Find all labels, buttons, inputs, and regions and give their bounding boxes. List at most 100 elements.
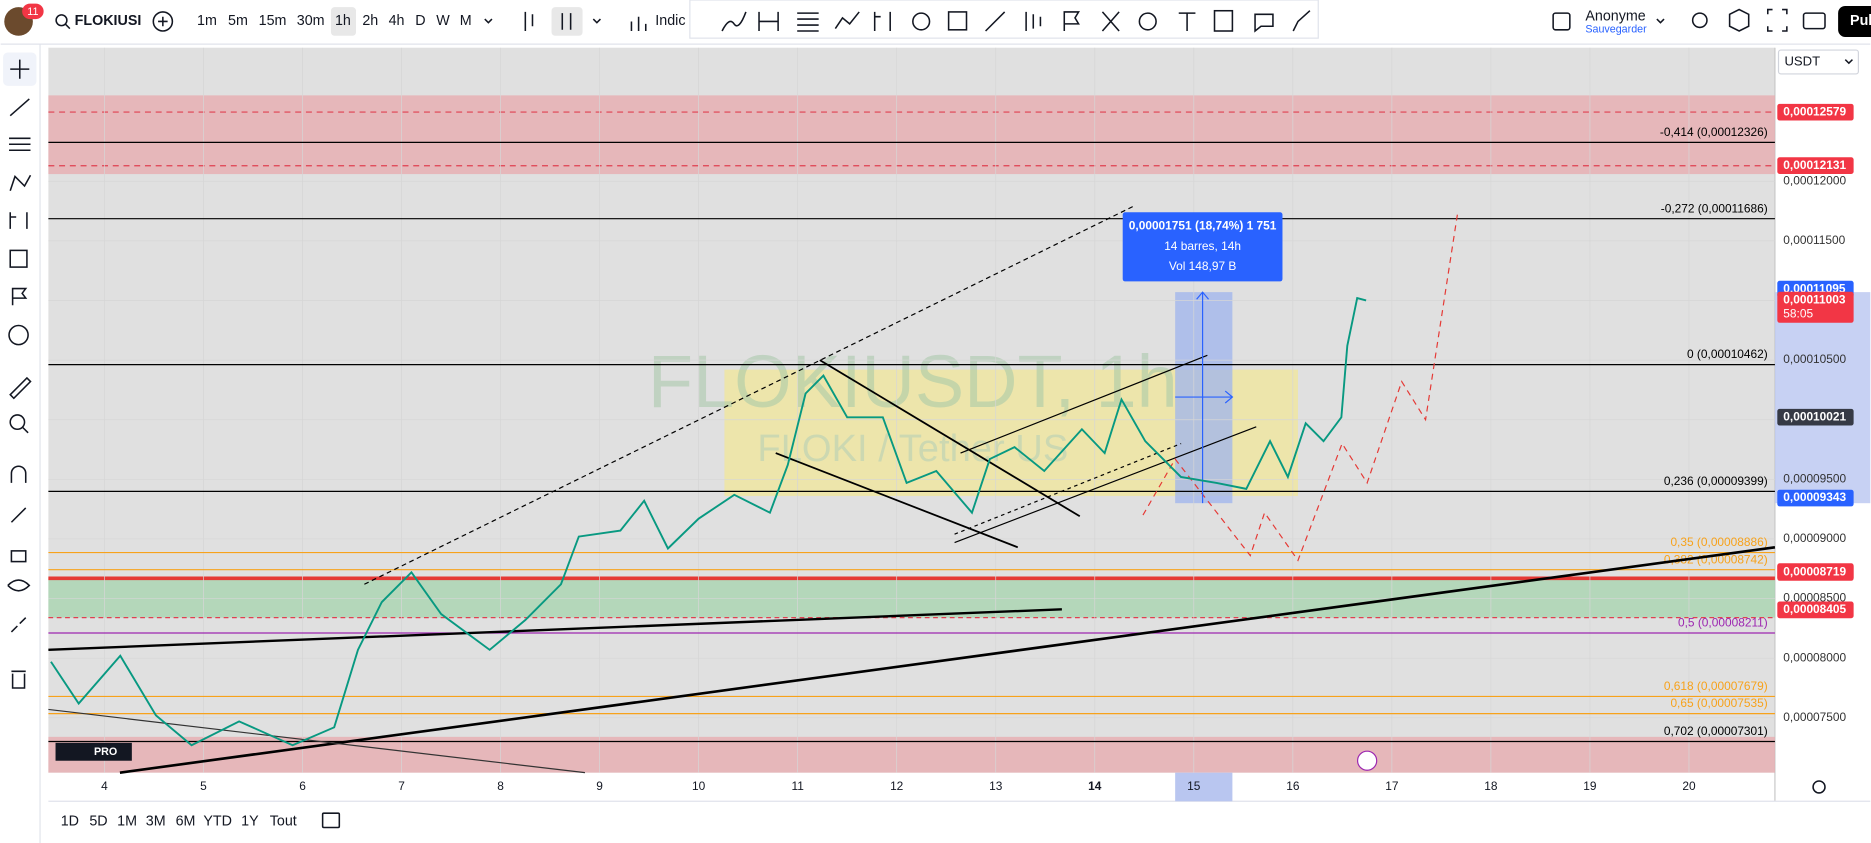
- range-button[interactable]: 6M: [176, 813, 196, 829]
- measure-time-range: [1175, 772, 1233, 802]
- fib-label: 0,382 (0,00008742): [1664, 552, 1768, 566]
- interval[interactable]: W: [436, 13, 450, 29]
- bar-style[interactable]: [524, 11, 534, 32]
- x-tick-label: 18: [1484, 779, 1498, 793]
- trend-line: [48, 608, 1062, 652]
- date-range-icon[interactable]: [321, 812, 341, 829]
- currency-select[interactable]: [1777, 49, 1859, 75]
- candle-icon: [561, 13, 572, 30]
- range-button[interactable]: YTD: [203, 813, 232, 829]
- x-tick-label: 9: [596, 779, 603, 793]
- search-icon: [64, 23, 71, 30]
- price-line: [50, 296, 1367, 747]
- range-button[interactable]: 1M: [117, 813, 137, 829]
- range-button[interactable]: Tout: [270, 813, 297, 829]
- support-zone: [48, 736, 1775, 773]
- x-tick-label: 19: [1583, 779, 1597, 793]
- wedge-line: [775, 452, 1019, 549]
- interval[interactable]: 4h: [389, 13, 405, 29]
- measure-line: 0,00001751 (18,74%) 1 751: [1129, 219, 1277, 233]
- event-marker[interactable]: [1357, 750, 1378, 771]
- left-toolbar[interactable]: [7, 59, 32, 689]
- search-icon[interactable]: [55, 14, 68, 27]
- interval[interactable]: 5m: [228, 13, 248, 29]
- price-badge-label: 0,00008719: [1783, 565, 1846, 579]
- drawing-tools[interactable]: [721, 9, 1311, 33]
- price-badge-label: 0,00011003: [1783, 292, 1846, 306]
- user-name[interactable]: Anonyme: [1585, 8, 1645, 24]
- pro-logo: [55, 742, 132, 761]
- interval[interactable]: 30m: [297, 13, 325, 29]
- price-badge: [1777, 291, 1854, 323]
- publish-button[interactable]: [1838, 5, 1871, 37]
- y-tick-label: 0,00009000: [1783, 531, 1846, 545]
- symbol[interactable]: FLOKIUSI: [75, 13, 142, 29]
- fib-label: 0,618 (0,00007679): [1664, 679, 1768, 693]
- fib-label: 0 (0,00010462): [1687, 347, 1768, 361]
- indicators[interactable]: Indic: [655, 13, 685, 29]
- interval[interactable]: 2h: [362, 13, 378, 29]
- add-symbol[interactable]: [152, 11, 174, 32]
- publish-label[interactable]: Pub: [1850, 13, 1871, 29]
- demand-zone: [48, 578, 1775, 618]
- notification-badge: [22, 3, 44, 20]
- header-tools[interactable]: [1691, 8, 1826, 32]
- y-tick-label: 0,00012000: [1783, 173, 1846, 187]
- price-badge: [1777, 489, 1854, 507]
- price-badge-label: 0,00009343: [1783, 490, 1846, 504]
- projection-path: [1142, 212, 1459, 562]
- y-tick-label: 0,00011500: [1783, 233, 1845, 247]
- price-badge-label: 0,00012579: [1783, 104, 1846, 118]
- price-badge: [1777, 157, 1854, 174]
- measure-arrow: [1196, 291, 1210, 300]
- price-badge: [1777, 408, 1854, 426]
- measure-axis-range: [1774, 292, 1871, 504]
- range-button[interactable]: 1Y: [241, 813, 259, 829]
- y-tick-label: 0,00009500: [1783, 471, 1846, 485]
- x-tick-label: 8: [497, 779, 504, 793]
- x-tick-label: 12: [890, 779, 904, 793]
- x-tick-label: 10: [692, 779, 706, 793]
- channel-line: [954, 426, 1257, 544]
- wedge-line: [819, 359, 1081, 518]
- add-symbol: [158, 16, 168, 27]
- trend-line: [119, 545, 1776, 774]
- interval[interactable]: 1h: [335, 13, 351, 29]
- x-tick-label: 14: [1088, 779, 1102, 793]
- drawings: [48, 205, 1776, 774]
- trend-line: [48, 708, 586, 774]
- range-button[interactable]: 5D: [89, 813, 107, 829]
- dropdown-arrow: [484, 18, 493, 24]
- price-badge-label: 0,00012131: [1783, 158, 1846, 172]
- x-tick-label: 11: [791, 779, 804, 793]
- interval[interactable]: 15m: [259, 13, 287, 29]
- x-tick-label: 5: [200, 779, 207, 793]
- currency[interactable]: USDT: [1784, 53, 1820, 68]
- fib-label: -0,414 (0,00012326): [1660, 125, 1768, 139]
- grid: [48, 47, 1775, 773]
- fib-label: -0,272 (0,00011686): [1661, 201, 1768, 215]
- checkbox[interactable]: [1552, 12, 1571, 31]
- chart-type[interactable]: [551, 7, 583, 36]
- interval[interactable]: M: [460, 13, 472, 29]
- measure-line: 14 barres, 14h: [1164, 239, 1241, 253]
- save-status[interactable]: Sauvegarder: [1585, 24, 1647, 36]
- interval[interactable]: D: [415, 13, 425, 29]
- measure-line: Vol 148,97 B: [1169, 259, 1237, 273]
- fib-label: 0,35 (0,00008886): [1670, 535, 1767, 549]
- indicators-icon[interactable]: [630, 16, 647, 32]
- footer-ranges: 1D 5D 1M 3M 6M YTD 1Y Tout: [61, 813, 297, 829]
- channel-line: [960, 354, 1208, 454]
- price-series: [50, 296, 1367, 747]
- interval[interactable]: 1m: [197, 13, 217, 29]
- interval-selected: [330, 7, 357, 36]
- range-button[interactable]: 1D: [61, 813, 79, 829]
- range-button[interactable]: 3M: [146, 813, 166, 829]
- fib-label: 0,65 (0,00007535): [1670, 696, 1767, 710]
- drawing-toolbar: [689, 0, 1319, 39]
- settings-icon[interactable]: [1812, 780, 1826, 794]
- price-badge-label: 0,00008405: [1783, 602, 1846, 616]
- measure-arrow: [1224, 390, 1234, 404]
